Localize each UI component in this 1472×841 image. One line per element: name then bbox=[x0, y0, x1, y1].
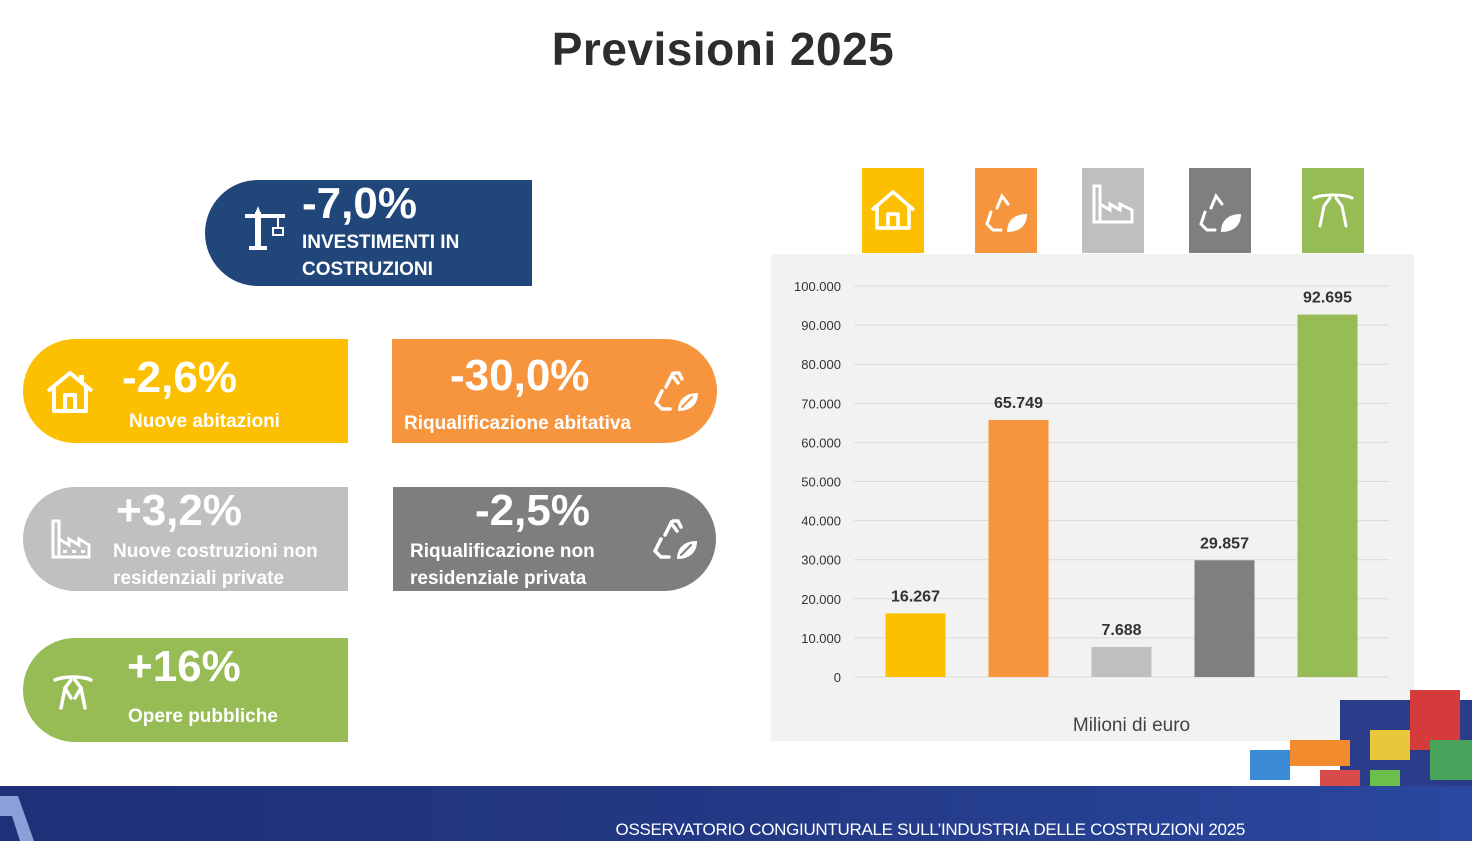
kpi-housing-renovation-value: -30,0% bbox=[450, 351, 590, 400]
bridge-icon bbox=[1312, 193, 1354, 228]
bar-value-label: 29.857 bbox=[1200, 535, 1249, 552]
bar-value-label: 92.695 bbox=[1303, 290, 1352, 307]
kpi-new-nonres-label-2: residenziali private bbox=[113, 568, 285, 589]
recycle-leaf-icon bbox=[651, 517, 699, 568]
kpi-investments-value: -7,0% bbox=[302, 179, 417, 228]
kpi-nonres-renovation: -2,5% Riqualificazione non residenziale … bbox=[393, 487, 716, 591]
chart-legend-renovation-tile bbox=[975, 168, 1037, 253]
bridge-icon bbox=[51, 668, 95, 717]
kpi-new-housing-label: Nuove abitazioni bbox=[129, 411, 280, 432]
logo-fragment bbox=[0, 796, 34, 841]
kpi-public-works-label: Opere pubbliche bbox=[128, 706, 278, 727]
bar bbox=[1091, 646, 1152, 677]
footer-bar: OSSERVATORIO CONGIUNTURALE SULL’INDUSTRI… bbox=[0, 786, 1472, 841]
y-tick-label: 20.000 bbox=[801, 592, 841, 607]
kpi-new-nonres-label-1: Nuove costruzioni non bbox=[113, 541, 318, 562]
recycle-leaf-icon bbox=[652, 369, 700, 420]
bar bbox=[1194, 560, 1255, 677]
y-tick-label: 0 bbox=[834, 670, 841, 685]
kpi-nonres-renovation-label-2: residenziale privata bbox=[410, 568, 587, 589]
kpi-new-housing: -2,6% Nuove abitazioni bbox=[23, 339, 348, 443]
y-tick-label: 10.000 bbox=[801, 631, 841, 646]
bar bbox=[988, 419, 1049, 677]
kpi-nonres-renovation-value: -2,5% bbox=[475, 486, 590, 535]
x-axis-label: Milioni di euro bbox=[1073, 715, 1190, 736]
house-icon bbox=[870, 190, 916, 230]
bar-value-label: 7.688 bbox=[1101, 622, 1141, 639]
kpi-new-nonres: +3,2% Nuove costruzioni non residenziali… bbox=[23, 487, 348, 591]
y-tick-label: 60.000 bbox=[801, 435, 841, 450]
y-tick-label: 70.000 bbox=[801, 396, 841, 411]
bar bbox=[885, 613, 946, 677]
crane-icon bbox=[243, 204, 291, 257]
chart-legend-public-works-tile bbox=[1302, 168, 1364, 253]
kpi-investments: -7,0% INVESTIMENTI IN COSTRUZIONI bbox=[205, 180, 532, 286]
kpi-investments-label-1: INVESTIMENTI IN bbox=[302, 232, 460, 253]
kpi-housing-renovation: -30,0% Riqualificazione abitativa bbox=[392, 339, 717, 443]
footer-text: OSSERVATORIO CONGIUNTURALE SULL’INDUSTRI… bbox=[615, 820, 1246, 839]
kpi-public-works: +16% Opere pubbliche bbox=[23, 638, 348, 742]
y-tick-label: 50.000 bbox=[801, 475, 841, 490]
recycle-leaf-icon bbox=[1199, 193, 1241, 232]
page-title: Previsioni 2025 bbox=[551, 23, 895, 75]
kpi-new-nonres-value: +3,2% bbox=[116, 486, 242, 535]
factory-icon bbox=[49, 517, 93, 566]
kpi-new-housing-value: -2,6% bbox=[122, 353, 237, 402]
bar-value-label: 16.267 bbox=[891, 588, 940, 605]
chart-legend-factory-tile bbox=[1082, 168, 1144, 253]
y-tick-label: 80.000 bbox=[801, 357, 841, 372]
y-tick-label: 30.000 bbox=[801, 553, 841, 568]
kpi-housing-renovation-label: Riqualificazione abitativa bbox=[404, 413, 631, 434]
kpi-investments-label-2: COSTRUZIONI bbox=[302, 259, 433, 280]
recycle-leaf-icon bbox=[985, 193, 1027, 232]
kpi-public-works-value: +16% bbox=[127, 642, 241, 691]
chart-legend-nonres-renovation-tile bbox=[1189, 168, 1251, 253]
bar-value-label: 65.749 bbox=[994, 395, 1043, 412]
y-tick-label: 90.000 bbox=[801, 318, 841, 333]
bar-chart: 0 10.000 20.000 30.000 40.000 50.000 60.000 70.… bbox=[794, 279, 1389, 736]
house-icon bbox=[45, 369, 95, 420]
chart-legend-house-tile bbox=[862, 168, 924, 253]
kpi-nonres-renovation-label-1: Riqualificazione non bbox=[410, 541, 595, 562]
y-tick-label: 40.000 bbox=[801, 514, 841, 529]
factory-icon bbox=[1092, 184, 1134, 224]
bar bbox=[1297, 314, 1358, 677]
y-tick-label: 100.000 bbox=[794, 279, 841, 294]
